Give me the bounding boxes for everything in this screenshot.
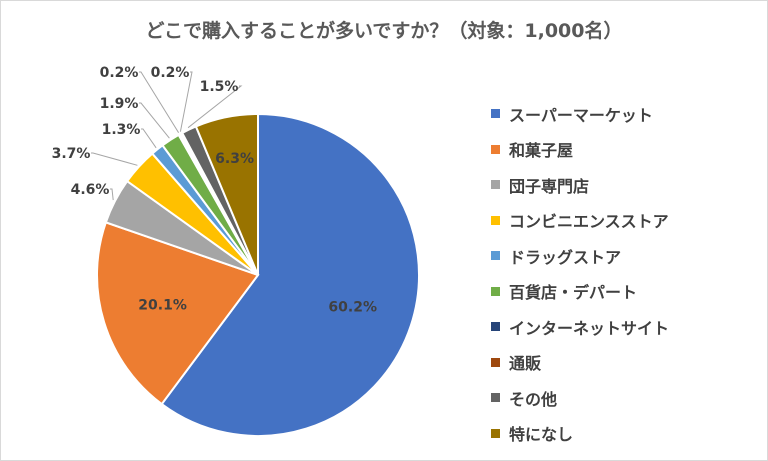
data-label-7: 0.2% xyxy=(100,65,139,81)
legend-label: 百貨店・デパート xyxy=(509,283,638,303)
data-label-4: 3.7% xyxy=(52,146,91,162)
legend-label: 和菓子屋 xyxy=(509,141,574,161)
legend-swatch xyxy=(491,393,500,403)
legend-swatch xyxy=(491,357,500,367)
legend-label: スーパーマーケット xyxy=(509,105,653,125)
legend-item-1: スーパーマーケット xyxy=(491,96,669,132)
data-label-5: 1.3% xyxy=(102,122,141,138)
leader-line-5 xyxy=(141,128,157,149)
legend-item-9: その他 xyxy=(491,380,669,416)
data-label-9: 1.5% xyxy=(200,79,239,95)
legend: スーパーマーケット 和菓子屋団子専門店コンビニエンスストア ドラッグストア 百貨店・デ… xyxy=(491,96,669,451)
pie-slice-2 xyxy=(96,221,260,406)
legend-swatch xyxy=(491,215,500,225)
legend-item-8: 通販 xyxy=(491,345,669,381)
legend-swatch xyxy=(491,428,500,438)
legend-label: その他 xyxy=(509,389,558,409)
legend-item-6: 百貨店・デパート xyxy=(491,274,669,310)
leader-line-4 xyxy=(91,152,138,166)
legend-swatch xyxy=(491,180,500,190)
legend-label: コンビニエンスストア xyxy=(509,212,669,232)
legend-swatch xyxy=(491,251,500,261)
data-label-6: 1.9% xyxy=(100,96,139,112)
data-label-1: 60.2% xyxy=(328,299,377,315)
leader-line-7 xyxy=(139,71,180,133)
legend-swatch xyxy=(491,322,500,332)
leader-line-6 xyxy=(139,102,170,139)
legend-label: インターネットサイト xyxy=(509,318,670,338)
legend-label: 通販 xyxy=(509,354,542,374)
pie-slice-1 xyxy=(160,112,421,437)
chart-title: どこで購入することが多いですか？（対象：1,000名） xyxy=(145,20,623,42)
data-label-8: 0.2% xyxy=(151,65,190,81)
pie-slices xyxy=(96,112,421,437)
leader-lines xyxy=(91,71,243,201)
data-labels: 60.2% 20.1% 4.6% 3.7% 1.3% 1.9% 0.2% 0.2% 1.5% 6.… xyxy=(52,65,377,315)
leader-line-8 xyxy=(179,71,193,132)
legend-item-3: 団子専門店 xyxy=(491,167,669,203)
data-label-2: 20.1% xyxy=(138,297,187,313)
legend-item-5: ドラッグストア xyxy=(491,238,669,274)
legend-label: ドラッグストア xyxy=(509,247,622,267)
legend-swatch xyxy=(491,286,500,296)
pie-slice-10 xyxy=(194,112,259,276)
data-label-10: 6.3% xyxy=(215,151,254,167)
legend-item-10: 特になし xyxy=(491,416,669,452)
leader-line-3 xyxy=(110,188,114,201)
legend-label: 団子専門店 xyxy=(509,176,590,196)
legend-swatch xyxy=(491,144,500,154)
legend-label: 特になし xyxy=(509,425,574,445)
leader-line-9 xyxy=(187,85,243,129)
legend-item-2: 和菓子屋 xyxy=(491,132,669,168)
legend-item-4: コンビニエンスストア xyxy=(491,203,669,239)
data-label-3: 4.6% xyxy=(71,182,110,198)
legend-swatch xyxy=(491,109,500,119)
legend-item-7: インターネットサイト xyxy=(491,309,669,345)
